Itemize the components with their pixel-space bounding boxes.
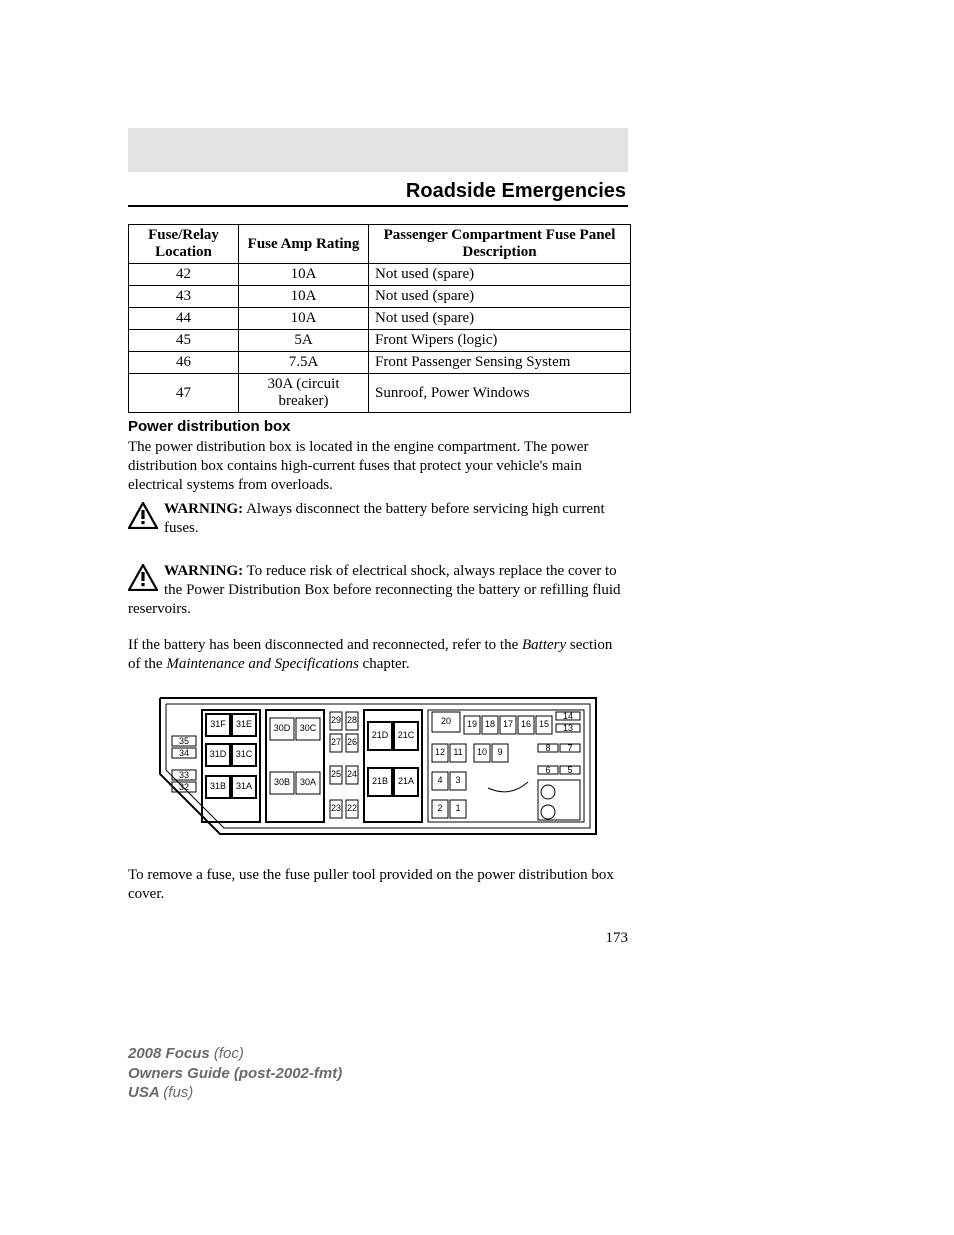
table-row: 42 10A Not used (spare): [129, 264, 631, 286]
cell-loc: 46: [129, 352, 239, 374]
svg-text:30D: 30D: [274, 723, 291, 733]
cell-loc: 43: [129, 286, 239, 308]
cell-desc: Not used (spare): [369, 308, 631, 330]
th-amp: Fuse Amp Rating: [239, 225, 369, 264]
cell-desc: Sunroof, Power Windows: [369, 374, 631, 413]
svg-text:30B: 30B: [274, 777, 290, 787]
svg-text:31A: 31A: [236, 781, 252, 791]
table-row: 47 30A (circuit breaker) Sunroof, Power …: [129, 374, 631, 413]
svg-text:5: 5: [567, 765, 572, 775]
warning-1: WARNING: Always disconnect the battery b…: [128, 500, 628, 538]
svg-text:11: 11: [453, 747, 462, 757]
th-desc: Passenger Compartment Fuse Panel Descrip…: [369, 225, 631, 264]
paragraph-3: To remove a fuse, use the fuse puller to…: [128, 866, 628, 904]
para2-pre: If the battery has been disconnected and…: [128, 637, 522, 653]
para2-italic2: Maintenance and Specifications: [166, 656, 358, 672]
svg-text:31F: 31F: [210, 719, 226, 729]
svg-text:25: 25: [331, 769, 341, 779]
cell-amp: 10A: [239, 286, 369, 308]
svg-text:3: 3: [455, 775, 460, 785]
svg-text:22: 22: [347, 803, 357, 813]
svg-text:29: 29: [331, 715, 341, 725]
svg-text:17: 17: [503, 719, 513, 729]
header-gray-block: [128, 128, 628, 172]
footer-guide: Owners Guide (post-2002-fmt): [128, 1065, 342, 1082]
svg-text:16: 16: [521, 719, 531, 729]
footer-model: 2008 Focus: [128, 1045, 214, 1062]
svg-text:6: 6: [545, 765, 550, 775]
svg-text:8: 8: [545, 743, 550, 753]
cell-desc: Not used (spare): [369, 286, 631, 308]
para2-italic1: Battery: [522, 637, 566, 653]
svg-text:26: 26: [347, 737, 357, 747]
cell-loc: 42: [129, 264, 239, 286]
cell-loc: 45: [129, 330, 239, 352]
svg-text:28: 28: [347, 715, 357, 725]
paragraph-2: If the battery has been disconnected and…: [128, 636, 628, 674]
svg-text:21A: 21A: [398, 776, 414, 786]
cell-loc: 47: [129, 374, 239, 413]
svg-text:31C: 31C: [236, 749, 253, 759]
footer: 2008 Focus (foc) Owners Guide (post-2002…: [128, 1044, 342, 1103]
warning-2: WARNING: To reduce risk of electrical sh…: [128, 562, 628, 618]
cell-desc: Front Wipers (logic): [369, 330, 631, 352]
warning-label: WARNING:: [164, 563, 243, 579]
footer-region-code: (fus): [163, 1084, 193, 1101]
svg-text:7: 7: [567, 743, 572, 753]
cell-amp: 10A: [239, 264, 369, 286]
svg-text:27: 27: [331, 737, 341, 747]
svg-text:12: 12: [435, 747, 445, 757]
svg-text:4: 4: [437, 775, 442, 785]
cell-loc: 44: [129, 308, 239, 330]
footer-code: (foc): [214, 1045, 244, 1062]
svg-text:23: 23: [331, 803, 341, 813]
svg-text:1: 1: [455, 803, 460, 813]
svg-text:31E: 31E: [236, 719, 252, 729]
warning-icon: [128, 502, 158, 529]
cell-amp: 10A: [239, 308, 369, 330]
svg-text:21C: 21C: [398, 730, 415, 740]
footer-region: USA: [128, 1084, 163, 1101]
fuse-box-diagram: 3534 3332 31F31E 31D31C 31B31A 30D30C 30…: [150, 688, 606, 844]
svg-text:21B: 21B: [372, 776, 388, 786]
svg-text:9: 9: [497, 747, 502, 757]
svg-text:2: 2: [437, 803, 442, 813]
page-number: 173: [128, 930, 628, 947]
svg-text:33: 33: [179, 770, 189, 780]
svg-text:18: 18: [485, 719, 495, 729]
table-row: 45 5A Front Wipers (logic): [129, 330, 631, 352]
th-location: Fuse/Relay Location: [129, 225, 239, 264]
para2-post: chapter.: [359, 656, 410, 672]
section-title: Roadside Emergencies: [128, 176, 628, 203]
warning-label: WARNING:: [164, 501, 243, 517]
svg-text:13: 13: [563, 723, 573, 733]
cell-amp: 5A: [239, 330, 369, 352]
cell-desc: Not used (spare): [369, 264, 631, 286]
table-row: 46 7.5A Front Passenger Sensing System: [129, 352, 631, 374]
svg-text:35: 35: [179, 736, 189, 746]
svg-text:20: 20: [441, 716, 451, 726]
table-row: 44 10A Not used (spare): [129, 308, 631, 330]
svg-text:21D: 21D: [372, 730, 389, 740]
svg-text:31B: 31B: [210, 781, 226, 791]
subheading-power-distribution: Power distribution box: [128, 418, 291, 435]
title-underline: [128, 205, 628, 207]
svg-text:34: 34: [179, 748, 189, 758]
warning-icon: [128, 564, 158, 591]
svg-text:15: 15: [539, 719, 549, 729]
svg-text:10: 10: [477, 747, 487, 757]
svg-text:14: 14: [563, 711, 573, 721]
cell-amp: 7.5A: [239, 352, 369, 374]
svg-text:24: 24: [347, 769, 357, 779]
svg-text:30C: 30C: [300, 723, 317, 733]
table-row: 43 10A Not used (spare): [129, 286, 631, 308]
svg-text:30A: 30A: [300, 777, 316, 787]
cell-desc: Front Passenger Sensing System: [369, 352, 631, 374]
fuse-table: Fuse/Relay Location Fuse Amp Rating Pass…: [128, 224, 631, 413]
svg-text:19: 19: [467, 719, 477, 729]
paragraph-1: The power distribution box is located in…: [128, 438, 628, 494]
cell-amp: 30A (circuit breaker): [239, 374, 369, 413]
svg-text:31D: 31D: [210, 749, 227, 759]
svg-text:32: 32: [179, 782, 189, 792]
